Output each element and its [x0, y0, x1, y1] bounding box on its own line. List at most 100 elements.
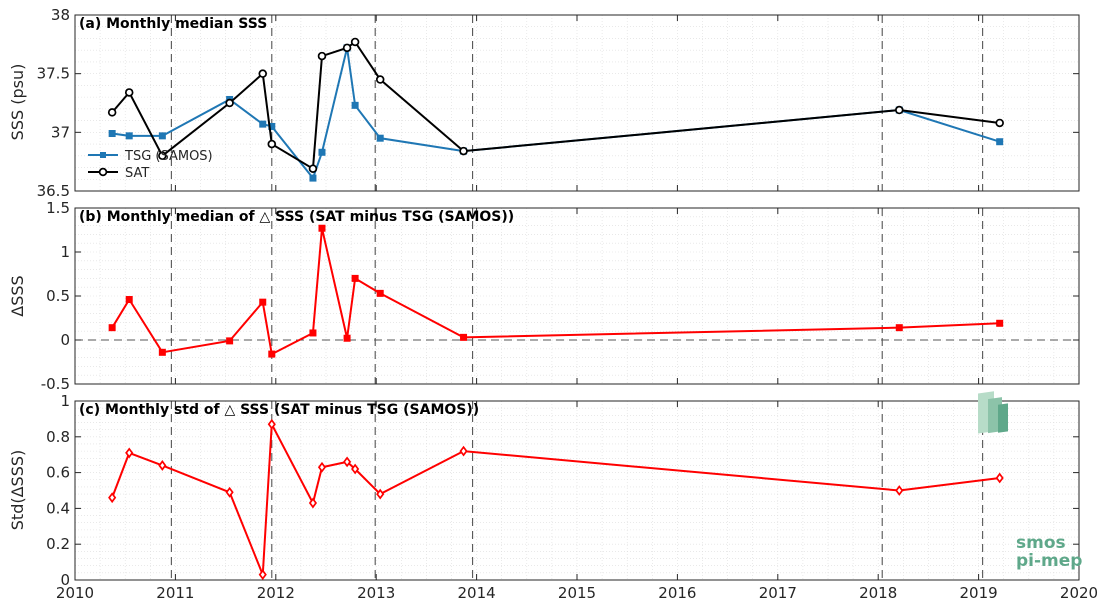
series-line — [111, 40, 1000, 171]
data-point — [317, 51, 327, 61]
series-line — [112, 47, 1000, 181]
data-point — [125, 132, 133, 140]
y-tick-label: 0 — [60, 571, 70, 589]
data-point — [342, 43, 352, 53]
data-point — [226, 337, 234, 345]
y-tick-label: -0.5 — [41, 375, 70, 393]
data-point — [309, 329, 317, 337]
y-tick-label: 37 — [51, 123, 70, 141]
data-point — [259, 298, 267, 306]
y-tick-label: 1.5 — [46, 199, 70, 217]
legend — [88, 152, 118, 177]
data-point — [459, 146, 468, 156]
panel-c-ylabel: Std(ΔSSS) — [8, 450, 27, 530]
y-tick-label: 0.4 — [46, 499, 70, 517]
data-point — [376, 134, 384, 142]
x-tick-label: 2011 — [156, 584, 194, 602]
data-point — [351, 274, 359, 282]
data-point — [375, 75, 385, 84]
data-point — [376, 488, 385, 500]
panel-b-ylabel: ΔSSS — [8, 275, 27, 316]
data-point — [895, 105, 904, 115]
data-point — [995, 118, 1004, 128]
data-point — [895, 324, 903, 332]
data-point — [108, 492, 117, 504]
y-tick-label: 0.2 — [46, 535, 70, 553]
data-point — [124, 88, 134, 97]
data-point — [268, 350, 276, 358]
data-point — [225, 98, 234, 108]
data-point — [258, 569, 267, 581]
logo-text-pi-mep: pi-mep — [1016, 551, 1082, 571]
data-point — [308, 497, 318, 509]
y-tick-label: 37.5 — [37, 65, 70, 83]
y-tick-label: 0.8 — [46, 428, 70, 446]
data-point — [158, 460, 167, 471]
panel-c: 0 0.2 0.4 0.6 0.8 1 2010 2011 2012 2013 2014 2015 20… — [46, 392, 1098, 602]
panel-a-title: (a) Monthly median SSS — [79, 16, 267, 32]
y-tick-label: 0.6 — [46, 464, 70, 482]
data-point — [309, 174, 317, 182]
data-point — [895, 485, 904, 496]
smos-pi-mep-logo: smos pi-mep — [978, 391, 1082, 571]
data-point — [267, 418, 276, 430]
data-point — [108, 130, 116, 138]
data-point — [158, 151, 167, 161]
logo-text-smos: smos — [1016, 533, 1066, 553]
x-tick-label: 2018 — [859, 584, 897, 602]
data-point — [258, 69, 267, 78]
data-point — [225, 486, 234, 498]
panel-b-title: (b) Monthly median of △ SSS (SAT minus T… — [79, 209, 514, 225]
data-point — [995, 472, 1004, 484]
x-tick-label: 2013 — [357, 584, 395, 602]
data-point — [158, 348, 166, 356]
data-point — [350, 37, 360, 47]
x-tick-label: 2017 — [759, 584, 797, 602]
legend-marker-sat — [98, 167, 108, 177]
data-point — [158, 132, 166, 140]
data-point — [267, 139, 277, 149]
x-tick-label: 2010 — [56, 584, 94, 602]
data-point — [318, 224, 326, 232]
data-point — [343, 456, 352, 468]
series-line — [111, 420, 1000, 576]
data-point — [107, 108, 117, 117]
panel-b: -0.5 0 0.5 1 1.5 — [41, 199, 1080, 393]
panel-a: 36.5 37 37.5 38 — [37, 6, 1080, 200]
legend-label-tsg: TSG (SAMOS) — [124, 149, 213, 164]
legend-label-sat: SAT — [125, 166, 149, 181]
x-tick-label: 2012 — [257, 584, 295, 602]
data-point — [343, 334, 351, 342]
panel-c-title: (c) Monthly std of △ SSS (SAT minus TSG … — [79, 402, 479, 418]
data-point — [351, 101, 359, 109]
data-point — [108, 324, 116, 332]
y-tick-label: 1 — [60, 243, 70, 261]
y-tick-label: 36.5 — [37, 182, 70, 200]
data-point — [351, 463, 360, 475]
y-tick-label: 0.5 — [46, 287, 70, 305]
data-point — [317, 461, 327, 473]
data-point — [996, 138, 1004, 146]
data-point — [125, 447, 134, 459]
x-tick-label: 2016 — [658, 584, 696, 602]
x-tick-label: 2015 — [558, 584, 596, 602]
legend-marker-tsg — [100, 152, 106, 158]
data-point — [318, 148, 326, 156]
data-point — [996, 319, 1004, 327]
series-line — [111, 228, 1000, 356]
x-tick-label: 2014 — [458, 584, 496, 602]
y-tick-label: 1 — [60, 392, 70, 410]
data-point — [376, 289, 384, 297]
x-tick-label: 2019 — [960, 584, 998, 602]
y-tick-label: 38 — [51, 6, 70, 24]
data-point — [459, 445, 468, 457]
data-point — [308, 164, 318, 173]
data-point — [460, 333, 468, 341]
y-tick-label: 0 — [60, 331, 70, 349]
x-tick-label: 2020 — [1060, 584, 1098, 602]
data-point — [125, 296, 133, 304]
data-point — [259, 120, 267, 128]
panel-a-ylabel: SSS (psu) — [8, 64, 27, 141]
